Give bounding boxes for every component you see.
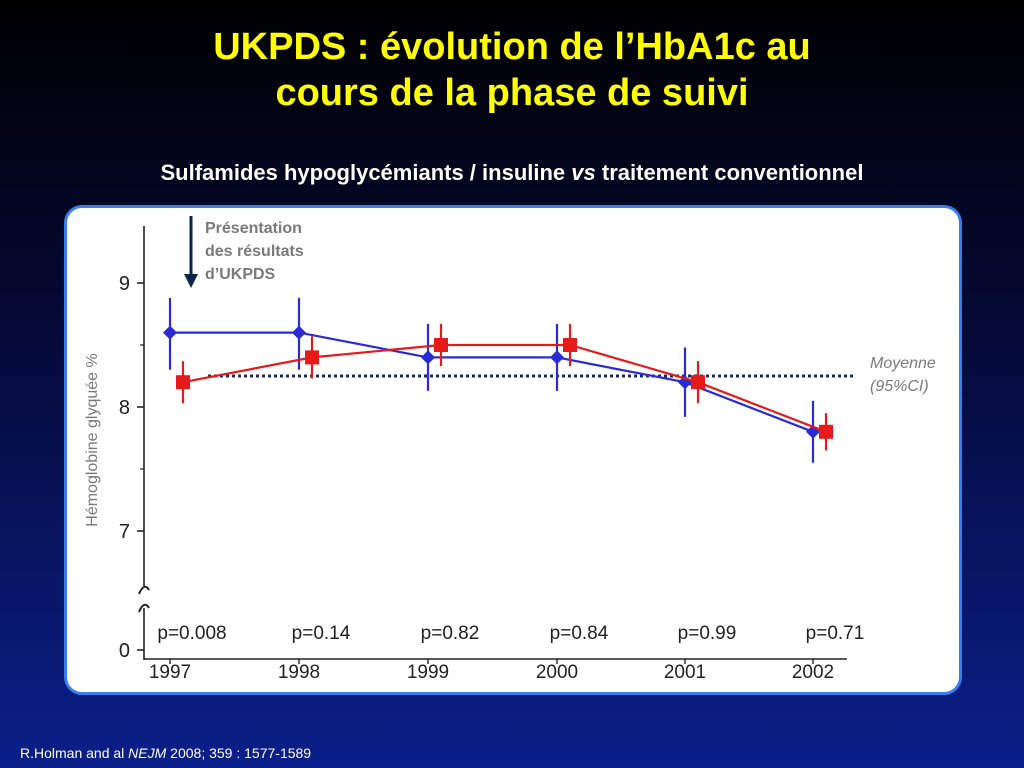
series-2-point <box>691 375 705 390</box>
slide-title: UKPDS : évolution de l’HbA1c au cours de… <box>0 24 1024 116</box>
p-value-label: p=0.008 <box>157 623 226 644</box>
series-2-point <box>434 338 448 352</box>
y-axis-break-mark <box>138 603 150 613</box>
p-value-label: p=0.82 <box>421 623 480 644</box>
p-value-label: p=0.14 <box>292 623 351 644</box>
y-axis-break-mark <box>138 585 150 595</box>
presentation-label-3: d’UKPDS <box>205 266 276 283</box>
presentation-arrow-head <box>184 274 198 288</box>
citation: R.Holman and al NEJM 2008; 359 : 1577-15… <box>20 745 311 761</box>
title-line-1: UKPDS : évolution de l’HbA1c au <box>213 26 811 68</box>
y-tick-label: 8 <box>119 397 130 419</box>
series-1-line <box>170 331 814 433</box>
subtitle-vs: vs <box>571 160 596 185</box>
x-tick-label: 2000 <box>536 662 578 683</box>
x-tick-label: 1997 <box>149 662 191 683</box>
p-value-label: p=0.71 <box>806 623 865 644</box>
subtitle-text-after: traitement conventionnel <box>595 160 864 185</box>
x-tick-label: 1999 <box>407 662 449 683</box>
p-value-label: p=0.84 <box>550 623 609 644</box>
presentation-label-2: des résultats <box>205 243 304 260</box>
chart-panel: 0 7 8 9 Hémoglobine glyquée % 1997 1998 1999 200… <box>64 205 962 695</box>
citation-journal: NEJM <box>128 745 167 761</box>
citation-authors: R.Holman and al <box>20 745 129 761</box>
presentation-label-1: Présentation <box>205 220 302 237</box>
p-value-label: p=0.99 <box>678 623 737 644</box>
series-2-point <box>563 338 577 352</box>
citation-details: 2008; 359 : 1577-1589 <box>166 745 312 761</box>
series-1-point <box>806 424 820 439</box>
series-2-point <box>176 375 190 390</box>
series-1-point <box>292 325 306 340</box>
y-tick-label: 7 <box>119 521 130 543</box>
title-line-2: cours de la phase de suivi <box>275 72 749 114</box>
x-tick-label: 1998 <box>278 662 320 683</box>
y-axis-title: Hémoglobine glyquée % <box>84 353 101 526</box>
subtitle-text-before: Sulfamides hypoglycémiants / insuline <box>160 160 572 185</box>
series-1-point <box>550 350 564 365</box>
series-2-point <box>819 424 833 439</box>
series-2-line <box>182 343 827 433</box>
series-2-point <box>305 350 319 365</box>
y-tick-label: 0 <box>119 640 130 662</box>
mean-label-line-1: Moyenne <box>870 355 936 372</box>
x-tick-label: 2001 <box>664 662 706 683</box>
x-tick-label: 2002 <box>792 662 834 683</box>
mean-label-line-2: (95%CI) <box>870 378 929 395</box>
y-tick-label: 9 <box>119 273 130 295</box>
series-1-point <box>421 350 435 365</box>
slide-subtitle: Sulfamides hypoglycémiants / insuline vs… <box>0 160 1024 186</box>
series-1-point <box>163 325 177 340</box>
hba1c-chart: 0 7 8 9 Hémoglobine glyquée % 1997 1998 1999 200… <box>84 216 936 683</box>
